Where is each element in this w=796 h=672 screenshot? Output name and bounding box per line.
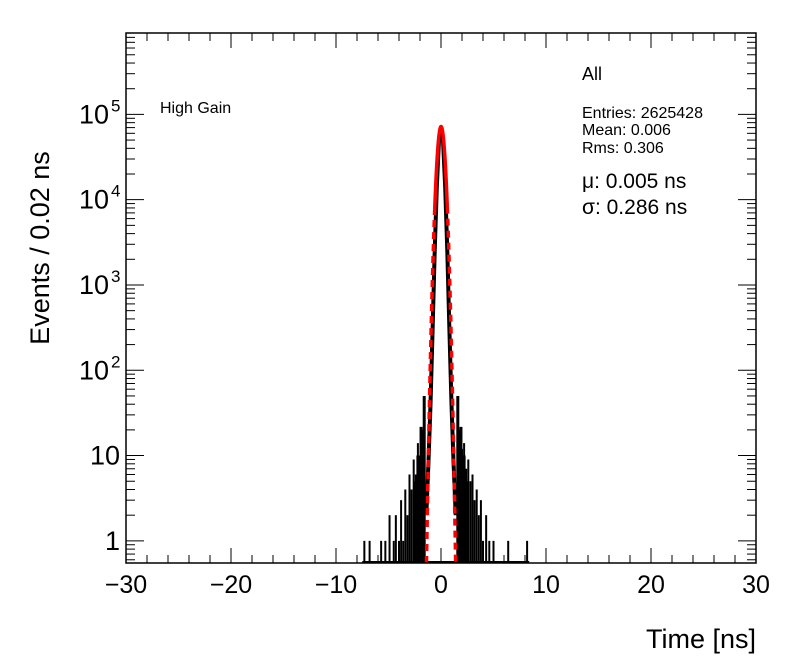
x-tick-label: −20 xyxy=(210,571,252,599)
y-tick-label: 10 xyxy=(79,99,109,129)
x-tick-label: −10 xyxy=(315,571,357,599)
stats-mu: μ: 0.005 ns xyxy=(582,170,686,193)
fit-curve-dashed-left xyxy=(424,209,437,564)
fit-curve-solid xyxy=(432,124,450,210)
y-tick-label: 10 xyxy=(90,441,120,471)
y-tick-label: 10 xyxy=(79,185,109,215)
y-tick-exponent: 2 xyxy=(111,352,120,371)
x-tick-label: −30 xyxy=(105,571,147,599)
stats-box: All Entries: 2625428 Mean: 0.006 Rms: 0.… xyxy=(582,64,703,219)
stats-title: All xyxy=(582,64,602,84)
y-tick-exponent: 4 xyxy=(111,182,120,201)
fit-curve-dashed-right xyxy=(445,206,458,564)
x-axis-label: Time [ns] xyxy=(646,624,756,654)
tick-layer xyxy=(125,32,757,563)
x-tick-label: 0 xyxy=(434,571,448,599)
x-tick-label: 20 xyxy=(637,571,665,599)
x-tick-labels: −30 −20 −10 0 10 20 30 xyxy=(105,571,770,599)
y-tick-label: 10 xyxy=(79,355,109,385)
annotation-high-gain: High Gain xyxy=(160,100,231,117)
y-tick-label: 10 xyxy=(79,270,109,300)
stats-mean: Mean: 0.006 xyxy=(582,122,671,139)
fit-layer xyxy=(424,124,458,564)
stats-rms: Rms: 0.306 xyxy=(582,140,664,157)
stats-sigma: σ: 0.286 ns xyxy=(582,196,687,219)
stats-entries: Entries: 2625428 xyxy=(582,105,703,122)
y-tick-exponent: 5 xyxy=(111,96,120,115)
y-tick-exponent: 3 xyxy=(111,267,120,286)
x-tick-label: 30 xyxy=(742,571,770,599)
y-tick-label: 1 xyxy=(105,526,120,556)
x-tick-label: 10 xyxy=(532,571,560,599)
y-axis-label: Events / 0.02 ns xyxy=(25,151,55,345)
